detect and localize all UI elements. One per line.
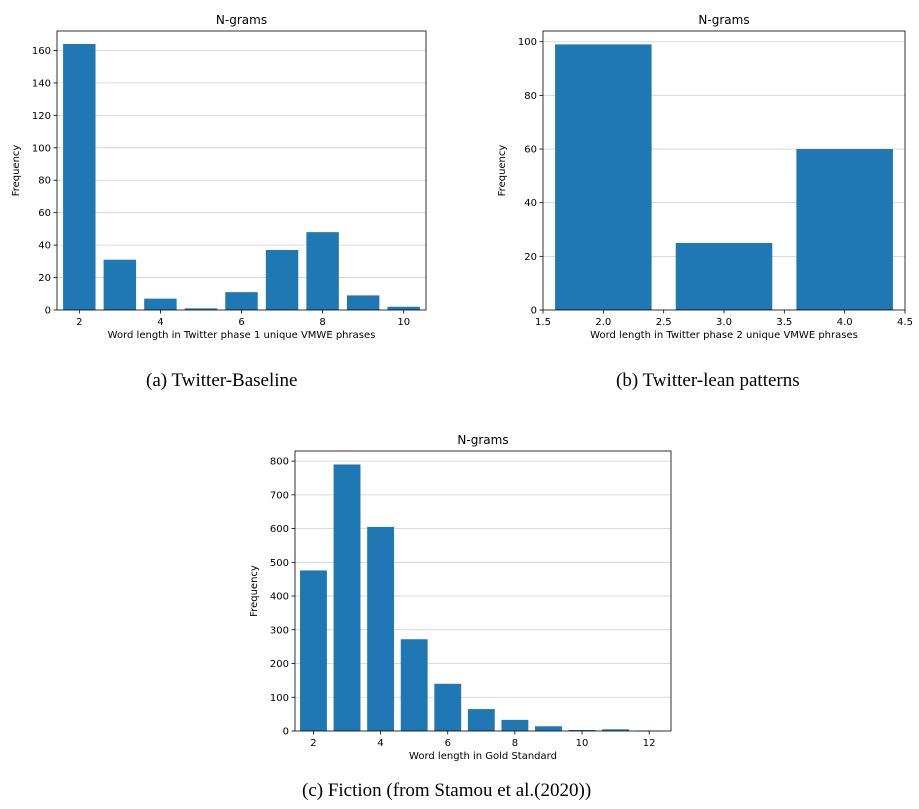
x-tick-label: 4: [157, 317, 163, 328]
chart-title: N-grams: [457, 433, 508, 447]
y-axis-label: Frequency: [11, 145, 22, 197]
bar: [346, 295, 380, 310]
x-tick-label: 10: [397, 317, 410, 328]
x-tick-label: 2: [76, 317, 82, 328]
y-axis-label: Frequency: [249, 565, 260, 617]
x-tick-label: 6: [445, 738, 451, 749]
y-tick-label: 500: [270, 558, 289, 569]
x-axis-label: Word length in Twitter phase 2 unique VM…: [590, 330, 858, 341]
bar: [796, 149, 893, 310]
bar: [300, 570, 327, 731]
x-tick-label: 2.5: [656, 317, 672, 328]
bar: [467, 709, 495, 731]
y-tick-label: 100: [270, 693, 289, 704]
y-tick-label: 60: [524, 145, 537, 156]
bar: [555, 44, 652, 311]
x-tick-label: 1.5: [535, 317, 551, 328]
caption-b: (b) Twitter-lean patterns: [616, 370, 800, 391]
bar: [400, 639, 428, 731]
x-tick-label: 4.5: [897, 317, 913, 328]
y-tick-label: 0: [531, 306, 537, 317]
x-tick-label: 8: [319, 317, 325, 328]
y-tick-label: 0: [283, 727, 289, 738]
bar: [63, 43, 96, 310]
bar: [225, 292, 258, 310]
chart-a-twitter-baseline: 0 20 40 60 80 100 120 140 160 2 4 6 8 10 N-grams Word l…: [11, 13, 427, 341]
y-tick-label: 800: [270, 457, 289, 468]
y-tick-label: 40: [524, 198, 537, 209]
y-tick-label: 20: [524, 252, 537, 263]
y-tick-label: 100: [518, 37, 537, 48]
x-tick-label: 12: [643, 738, 656, 749]
x-tick-label: 3.5: [776, 317, 792, 328]
y-tick-label: 160: [32, 46, 51, 57]
x-axis-label: Word length in Gold Standard: [409, 751, 557, 762]
bar: [265, 249, 299, 310]
chart-title: N-grams: [698, 13, 749, 27]
chart-b-twitter-lean-patterns: 0 20 40 60 80 100 1.5 2.0 2.5 3.0 3.5 4.0 4.5 N-grams…: [497, 13, 913, 341]
x-tick-label: 2: [310, 738, 316, 749]
x-tick-label: 8: [512, 738, 518, 749]
y-tick-label: 20: [38, 273, 51, 284]
bar: [367, 526, 395, 731]
x-tick-label: 4.0: [837, 317, 853, 328]
bar: [333, 464, 361, 731]
y-tick-label: 80: [38, 176, 51, 187]
y-tick-label: 400: [270, 592, 289, 603]
y-tick-label: 0: [45, 306, 51, 317]
y-tick-label: 140: [32, 78, 51, 89]
bar: [535, 726, 562, 731]
chart-title: N-grams: [216, 13, 267, 27]
x-tick-label: 6: [238, 317, 244, 328]
bar: [434, 683, 462, 731]
bar: [144, 298, 177, 310]
y-tick-label: 600: [270, 524, 289, 535]
y-tick-label: 100: [32, 143, 51, 154]
bar: [387, 306, 420, 310]
y-tick-label: 40: [38, 241, 51, 252]
x-tick-label: 2.0: [595, 317, 611, 328]
caption-a: (a) Twitter-Baseline: [146, 370, 298, 391]
bar: [568, 729, 596, 731]
y-tick-label: 80: [524, 91, 537, 102]
y-tick-label: 700: [270, 490, 289, 501]
bar: [184, 308, 218, 310]
bar: [602, 729, 630, 731]
y-tick-label: 60: [38, 208, 51, 219]
y-tick-label: 120: [32, 111, 51, 122]
x-tick-label: 4: [377, 738, 383, 749]
bar: [103, 259, 137, 310]
x-axis-label: Word length in Twitter phase 1 unique VM…: [108, 330, 376, 341]
y-axis-label: Frequency: [497, 145, 508, 197]
bar: [501, 719, 529, 731]
bar: [675, 242, 773, 310]
y-tick-label: 300: [270, 625, 289, 636]
bar: [306, 232, 339, 310]
chart-c-fiction: 0 100 200 300 400 500 600 700 800 2 4 6 8 10 12 N-grams…: [249, 433, 672, 762]
x-tick-label: 3.0: [716, 317, 732, 328]
y-tick-label: 200: [270, 659, 289, 670]
x-tick-label: 10: [576, 738, 589, 749]
plot-frame: [294, 450, 672, 732]
caption-c: (c) Fiction (from Stamou et al.(2020)): [302, 780, 592, 801]
